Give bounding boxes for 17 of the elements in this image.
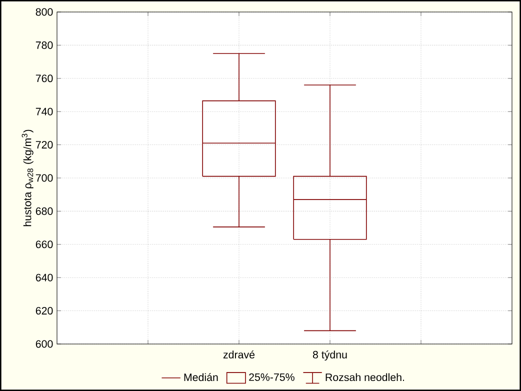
y-tick-label: 720: [36, 141, 53, 149]
y-tick-label: 760: [36, 74, 53, 82]
y-tick-label: 740: [36, 108, 53, 116]
text: Medián: [184, 373, 218, 382]
y-tick-label: 680: [36, 207, 53, 215]
y-tick-label: 660: [36, 240, 53, 248]
y-tick-label: 620: [36, 307, 53, 315]
y-tick-label: 600: [36, 340, 53, 348]
y-tick-label: 800: [36, 8, 53, 16]
text: Rozsah neodleh.: [326, 373, 404, 382]
y-tick-label: 640: [36, 274, 53, 282]
x-tick-label: 8 týdnu: [312, 350, 347, 361]
x-tick-label: zdravé: [223, 350, 255, 358]
y-axis-title: hustota ρ$_{w28}$ (kg/m$^{3}$): [22, 130, 34, 226]
y-tick-label: 700: [36, 174, 53, 182]
y-tick-label: 780: [36, 41, 53, 49]
text: 25%-75%: [249, 373, 294, 381]
